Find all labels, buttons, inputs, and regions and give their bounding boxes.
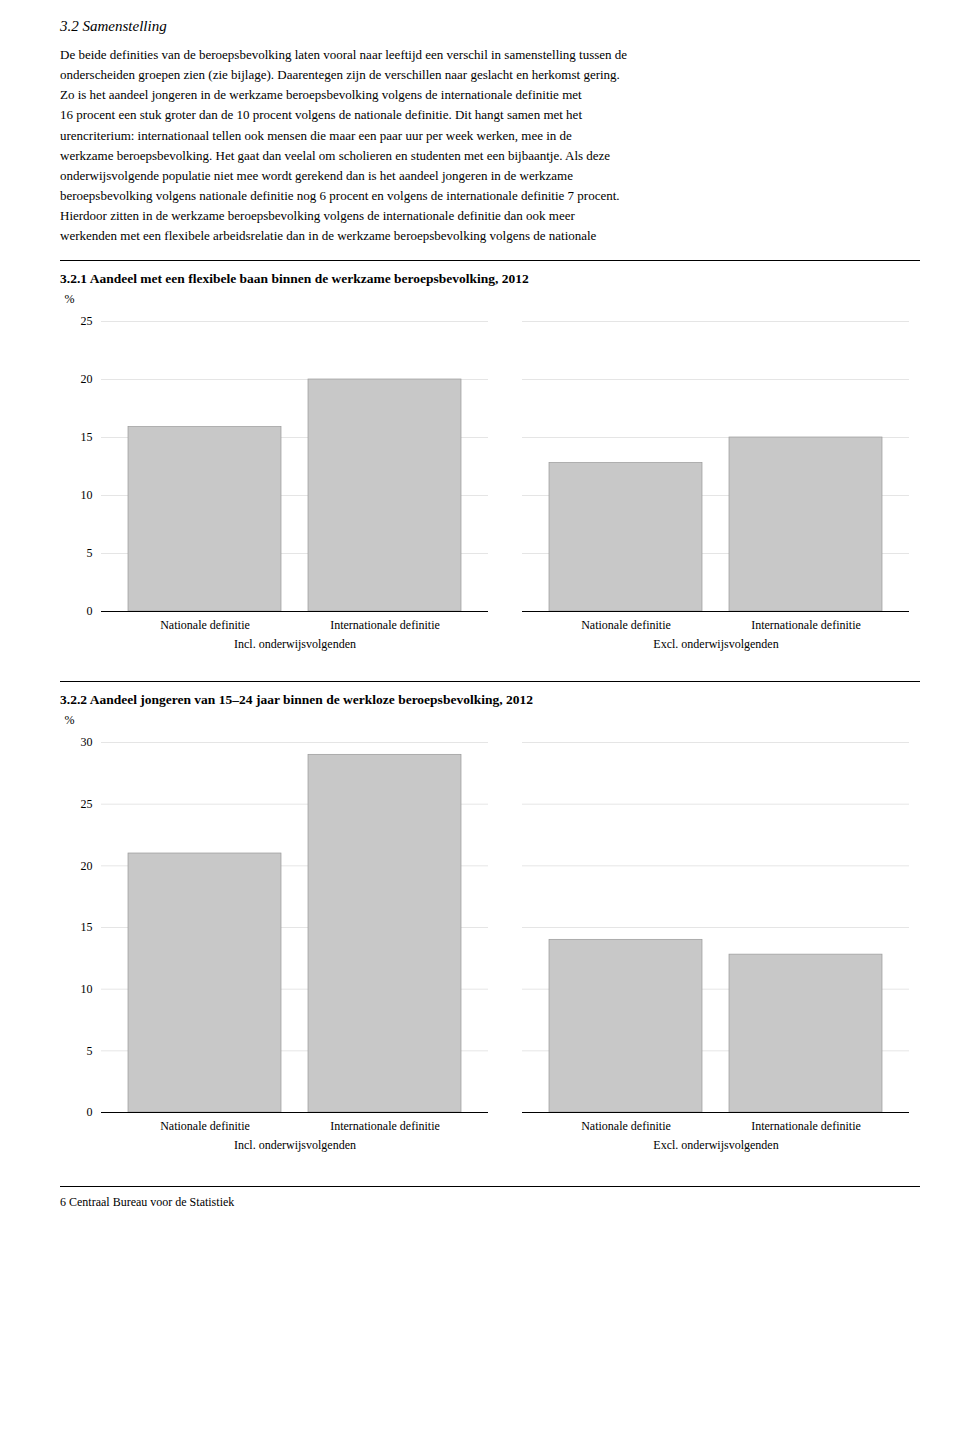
html-text:werkzame beroepsbevolking. Het: werkzame beroepsbevolking. Het gaat dan …: [60, 147, 611, 163]
svg-text:10: 10: [81, 489, 93, 503]
svg-text:0: 0: [87, 1106, 93, 1120]
svg-text:30: 30: [81, 736, 93, 750]
html-text:urencriterium: internationaal: urencriterium: internationaal tellen ook…: [60, 127, 572, 143]
svg-text:5: 5: [87, 547, 93, 561]
svg-text:Nationale definitie: Nationale definitie: [160, 1119, 250, 1133]
html-text:3.2.1 Aandeel met een flexibel: 3.2.1 Aandeel met een flexibele baan bin…: [60, 271, 529, 287]
svg-text:Excl. onderwijsvolgenden: Excl. onderwijsvolgenden: [653, 1138, 778, 1152]
html-text:Zo is het aandeel jongeren in: Zo is het aandeel jongeren in de werkzam…: [60, 87, 582, 103]
svg-text:Nationale definitie: Nationale definitie: [581, 618, 671, 632]
svg-text:10: 10: [81, 982, 93, 996]
svg-text:%: %: [65, 713, 75, 727]
svg-text:Internationale definitie: Internationale definitie: [751, 618, 861, 632]
html-text:Hierdoor zitten in de werkzame: Hierdoor zitten in de werkzame beroepsbe…: [60, 208, 575, 224]
svg-text:25: 25: [81, 315, 93, 329]
html-text:onderscheiden groepen zien (zi: onderscheiden groepen zien (zie bijlage)…: [60, 67, 620, 83]
html-text:De beide definities van de ber: De beide definities van de beroepsbevolk…: [60, 47, 628, 62]
html-text:onderwijsvolgende populatie ni: onderwijsvolgende populatie niet mee wor…: [60, 167, 573, 183]
svg-text:Excl. onderwijsvolgenden: Excl. onderwijsvolgenden: [653, 637, 778, 651]
html-text:werkenden met een flexibele ar: werkenden met een flexibele arbeidsrelat…: [60, 228, 597, 244]
svg-text:%: %: [65, 292, 75, 306]
svg-text:15: 15: [81, 921, 93, 935]
html-text:6 Centraal Bureau voor de Stat: 6 Centraal Bureau voor de Statistiek: [60, 1195, 235, 1210]
svg-text:Internationale definitie: Internationale definitie: [330, 618, 440, 632]
html-text:3.2 Samenstelling: 3.2 Samenstelling: [60, 18, 167, 34]
svg-text:Incl. onderwijsvolgenden: Incl. onderwijsvolgenden: [234, 637, 356, 651]
html-text:16 procent een stuk groter dan: 16 procent een stuk groter dan de 10 pro…: [60, 107, 582, 123]
svg-text:15: 15: [81, 431, 93, 445]
svg-text:Nationale definitie: Nationale definitie: [160, 618, 250, 632]
svg-text:Internationale definitie: Internationale definitie: [751, 1119, 861, 1133]
svg-text:20: 20: [81, 859, 93, 873]
svg-text:0: 0: [87, 605, 93, 619]
html-text:3.2.2 Aandeel jongeren van 15–: 3.2.2 Aandeel jongeren van 15–24 jaar bi…: [60, 692, 533, 708]
svg-text:Nationale definitie: Nationale definitie: [581, 1119, 671, 1133]
html-text:beroepsbevolking volgens natio: beroepsbevolking volgens nationale defin…: [60, 188, 620, 203]
svg-text:20: 20: [81, 373, 93, 387]
svg-text:Internationale definitie: Internationale definitie: [330, 1119, 440, 1133]
svg-text:Incl. onderwijsvolgenden: Incl. onderwijsvolgenden: [234, 1138, 356, 1152]
svg-text:5: 5: [87, 1044, 93, 1058]
svg-text:25: 25: [81, 797, 93, 811]
